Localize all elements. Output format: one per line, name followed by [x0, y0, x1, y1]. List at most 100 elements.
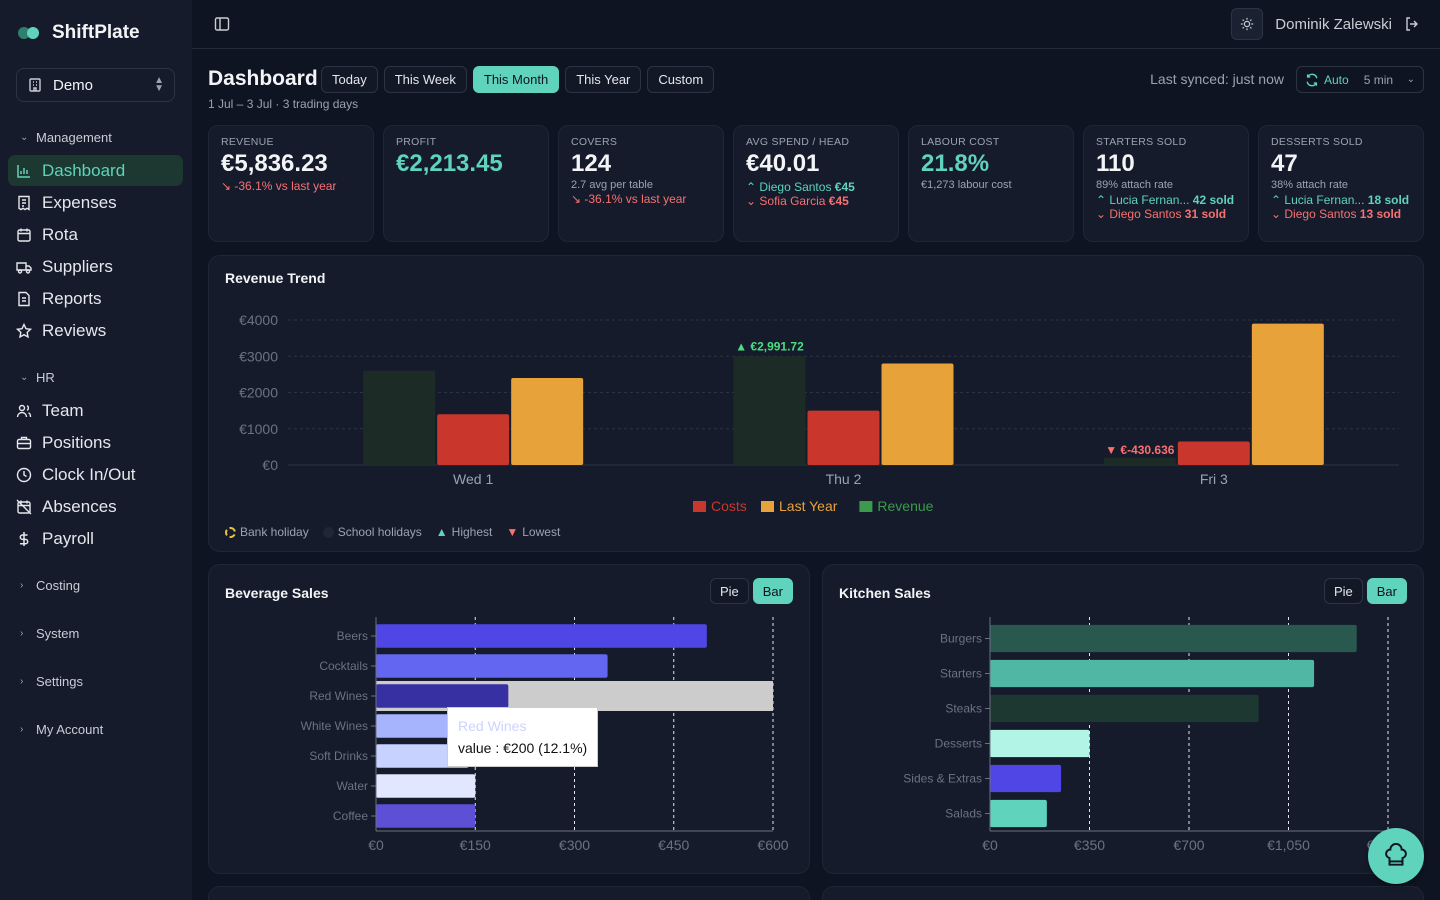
bar	[376, 744, 469, 768]
kpi-desserts: DESSERTS SOLD 47 38% attach rate ⌃ Lucia…	[1258, 125, 1424, 242]
bar-costs	[437, 414, 510, 465]
chevron-down-icon: ⌄	[20, 132, 29, 143]
category-label: Soft Drinks	[309, 749, 368, 763]
logout-icon[interactable]	[1404, 16, 1420, 32]
sidebar-item-label: Reports	[42, 288, 102, 308]
sidebar-item-clock[interactable]: Clock In/Out	[8, 459, 183, 490]
kpi-value: 124	[571, 150, 612, 177]
sidebar-item-payroll[interactable]: Payroll	[8, 523, 183, 554]
pie-button[interactable]: Pie	[709, 578, 749, 604]
kpi-low-staff: ⌄ Diego Santos 13 sold	[1271, 207, 1402, 221]
briefcase-icon	[16, 436, 32, 449]
sidebar-item-rota[interactable]: Rota	[8, 219, 183, 250]
kpi-avg-spend: AVG SPEND / HEAD €40.01 ⌃ Diego Santos €…	[733, 125, 899, 242]
sidebar-item-absences[interactable]: Absences	[8, 491, 183, 522]
legend-label: Lowest	[522, 525, 561, 539]
section-account[interactable]: › My Account	[20, 722, 103, 737]
sidebar-item-suppliers[interactable]: Suppliers	[8, 251, 183, 282]
sidebar-item-positions[interactable]: Positions	[8, 427, 183, 458]
category-label: Salads	[945, 807, 982, 821]
document-icon	[18, 291, 30, 306]
building-icon	[29, 78, 41, 92]
user-area: Dominik Zalewski	[1231, 8, 1420, 40]
next-card-right	[822, 886, 1424, 900]
period-this-month[interactable]: This Month	[472, 66, 560, 93]
period-custom[interactable]: Custom	[647, 66, 715, 93]
bar-button[interactable]: Bar	[1366, 578, 1407, 604]
sidebar-item-label: Dashboard	[42, 160, 126, 180]
legend-swatch	[859, 501, 873, 512]
section-hr[interactable]: ⌄ HR	[20, 370, 55, 385]
pie-button[interactable]: Pie	[1323, 578, 1363, 604]
page-title: Dashboard	[208, 67, 318, 90]
y-tick-label: €2000	[239, 385, 278, 401]
staff-name: Diego Santos	[1284, 207, 1357, 221]
user-name[interactable]: Dominik Zalewski	[1275, 15, 1392, 33]
brand[interactable]: ShiftPlate	[18, 22, 140, 44]
card-title: Beverage Sales	[225, 585, 329, 601]
card-title: Revenue Trend	[225, 270, 326, 286]
category-label: Steaks	[945, 702, 982, 716]
legend-highest: ▲ Highest	[436, 525, 493, 539]
theme-toggle-button[interactable]	[1231, 8, 1264, 40]
staff-name: Diego Santos	[1109, 207, 1182, 221]
date-range: 1 Jul – 3 Jul · 3 trading days	[208, 97, 359, 111]
staff-value: 31 sold	[1184, 207, 1227, 221]
tooltip-value: value : €200 (12.1%)	[458, 740, 588, 756]
kpi-top-staff: ⌃ Lucia Fernan... 18 sold	[1271, 193, 1410, 207]
kpi-low-staff: ⌄ Diego Santos 31 sold	[1096, 207, 1227, 221]
bar-costs	[1177, 441, 1250, 465]
section-label: Management	[36, 130, 112, 145]
chart-type-toggle: Pie Bar	[1323, 578, 1407, 604]
sidebar-item-reviews[interactable]: Reviews	[8, 315, 183, 346]
legend-label: Costs	[711, 498, 747, 514]
section-costing[interactable]: › Costing	[20, 578, 80, 593]
kpi-label: STARTERS SOLD	[1096, 136, 1187, 148]
sidebar-item-reports[interactable]: Reports	[8, 283, 183, 314]
bar	[376, 684, 509, 708]
section-label: HR	[36, 370, 55, 385]
legend-label: School holidays	[337, 525, 422, 539]
card-title: Kitchen Sales	[839, 585, 931, 601]
top-bar: Dominik Zalewski	[192, 0, 1440, 49]
chart-icon	[17, 164, 30, 178]
org-selector[interactable]: Demo ▲ ▼	[16, 68, 175, 102]
section-management[interactable]: ⌄ Management	[20, 130, 112, 145]
chevron-updown-icon: ▲ ▼	[154, 75, 164, 94]
period-today[interactable]: Today	[321, 66, 378, 93]
section-system[interactable]: › System	[20, 626, 79, 641]
triangle-up-icon: ▲	[435, 525, 448, 539]
chevron-down-icon: ⌄	[20, 372, 29, 383]
chat-button[interactable]	[1368, 828, 1424, 884]
category-label: Coffee	[333, 809, 368, 823]
app-name: ShiftPlate	[52, 22, 140, 43]
bar	[990, 729, 1090, 758]
bar	[990, 624, 1357, 653]
bar	[376, 804, 476, 828]
period-this-week[interactable]: This Week	[383, 66, 467, 93]
triangle-down-icon: ▼	[506, 525, 519, 539]
kpi-label: REVENUE	[221, 136, 274, 148]
section-settings[interactable]: › Settings	[20, 674, 83, 689]
bar-costs	[807, 410, 880, 465]
auto-refresh-select[interactable]: Auto 5 min ⌄	[1296, 66, 1424, 93]
x-tick-label: €600	[757, 837, 788, 853]
bar	[990, 659, 1315, 688]
section-label: Settings	[36, 674, 83, 689]
bar-button[interactable]: Bar	[752, 578, 793, 604]
sidebar-toggle-icon[interactable]	[214, 16, 230, 32]
kpi-label: AVG SPEND / HEAD	[746, 136, 850, 148]
category-label: Red Wines	[309, 689, 368, 703]
category-label: Sides & Extras	[903, 772, 982, 786]
sidebar-item-team[interactable]: Team	[8, 395, 183, 426]
category-label: Beers	[337, 629, 368, 643]
period-this-year[interactable]: This Year	[565, 66, 642, 93]
kpi-revenue: REVENUE €5,836.23 ↘ -36.1% vs last year	[208, 125, 374, 242]
period-selector: Today This Week This Month This Year Cus…	[321, 66, 715, 93]
sidebar-item-expenses[interactable]: Expenses	[8, 187, 183, 218]
sidebar-item-dashboard[interactable]: Dashboard	[8, 155, 183, 186]
bar-revenue	[733, 356, 806, 465]
tooltip-title: Red Wines	[458, 718, 527, 734]
bar-last-year	[511, 378, 584, 465]
section-label: Costing	[36, 578, 81, 593]
